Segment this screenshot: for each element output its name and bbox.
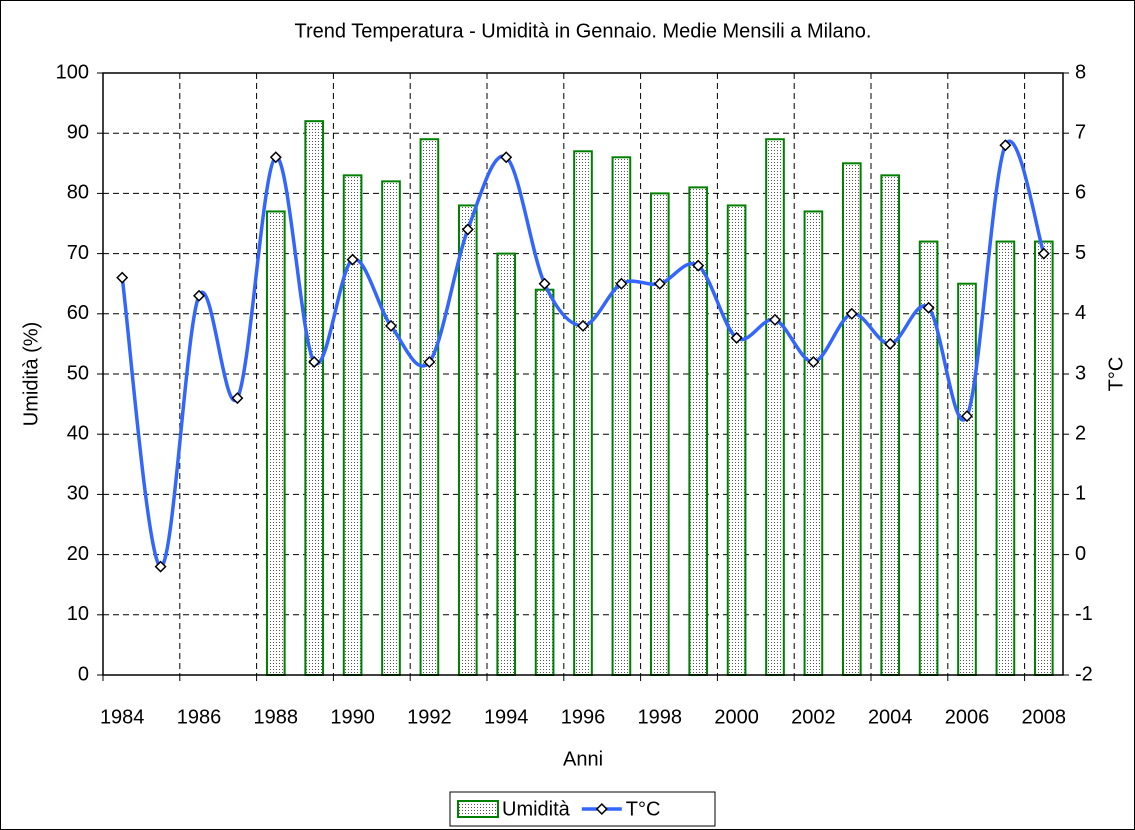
marker [116,271,129,284]
marker [845,307,858,320]
x-tick-label: 2008 [1022,706,1067,728]
bar [803,210,824,677]
y2-tick-label: 1 [1075,483,1086,505]
x-tick-label: 2004 [868,706,913,728]
bar [765,138,785,677]
marker [231,392,244,405]
y2-tick-label: 2 [1075,422,1086,444]
bar [534,288,555,676]
x-axis-title: Anni [563,748,603,770]
bar [880,174,901,676]
marker [692,259,705,272]
y-tick-label: 20 [67,543,89,565]
x-tick-label: 2000 [714,706,759,728]
bar [342,174,363,676]
x-tick-label: 1986 [177,706,222,728]
x-tick-label: 1984 [100,706,145,728]
y2-tick-label: 0 [1075,543,1086,565]
marker [730,331,743,344]
plot-border [102,72,1064,676]
marker [154,560,167,573]
chart-title: Trend Temperatura - Umidità in Gennaio. … [295,20,872,42]
legend-label: T°C [626,798,661,820]
y-tick-label: 100 [56,61,89,83]
y-tick-label: 0 [78,663,89,685]
bar [726,204,747,676]
marker [423,355,436,368]
marker [999,139,1012,152]
legend-swatch [457,800,499,818]
y2-tick-label: 8 [1075,61,1086,83]
x-tick-label: 1998 [638,706,683,728]
bar [304,120,325,677]
marker [308,355,321,368]
marker [538,277,551,290]
marker [653,277,666,290]
bar [381,180,401,677]
bar [457,204,478,676]
legend-label: Umidità [502,798,571,820]
y2-tick-label: -1 [1075,603,1093,625]
bar [265,210,286,677]
x-tick-label: 1988 [254,706,299,728]
bar [496,252,517,676]
bar [611,156,632,676]
marker [922,301,935,314]
bar [419,138,440,677]
marker [807,355,820,368]
y2-tick-label: 3 [1075,362,1086,384]
bar [995,240,1016,676]
legend-marker [595,802,608,816]
y-axis-title: Umidità (%) [20,322,42,426]
y2-tick-label: 6 [1075,182,1086,204]
bar [1033,240,1054,676]
marker [384,319,398,332]
y-tick-label: 40 [67,422,89,444]
x-tick-label: 1992 [407,706,452,728]
marker [768,313,782,326]
marker [269,151,282,164]
marker [576,319,590,332]
bar [841,162,862,677]
y-tick-label: 90 [67,121,89,143]
marker [192,289,206,302]
bar [573,150,593,676]
x-tick-label: 1996 [561,706,606,728]
marker [1037,247,1050,260]
y-tick-label: 70 [67,242,89,264]
x-tick-label: 1994 [484,706,529,728]
y2-tick-label: -2 [1075,663,1093,685]
marker [346,253,359,266]
y-tick-label: 10 [67,603,89,625]
plot-area: 0 10 20 30 40 50 60 70 80 90 100 -2 -1 0 1 2 3 4 5 6 7 8 1984 1… [56,61,1093,728]
y2-tick-label: 5 [1075,242,1086,264]
bar [649,192,670,676]
marker [960,410,974,423]
marker [615,277,628,290]
marker [884,337,897,350]
legend: Umidità T°C [449,791,716,827]
x-tick-label: 1990 [330,706,375,728]
y-tick-label: 60 [67,302,89,324]
y2-tick-label: 4 [1075,302,1086,324]
y2-axis-title: T°C [1105,357,1127,392]
bar [957,282,977,676]
x-tick-label: 2002 [791,706,836,728]
y-tick-label: 30 [67,483,89,505]
y2-tick-label: 7 [1075,121,1086,143]
y-tick-label: 80 [67,182,89,204]
x-tick-label: 2006 [945,706,990,728]
y-tick-label: 50 [67,362,89,384]
marker [500,151,513,164]
marker [461,223,474,236]
